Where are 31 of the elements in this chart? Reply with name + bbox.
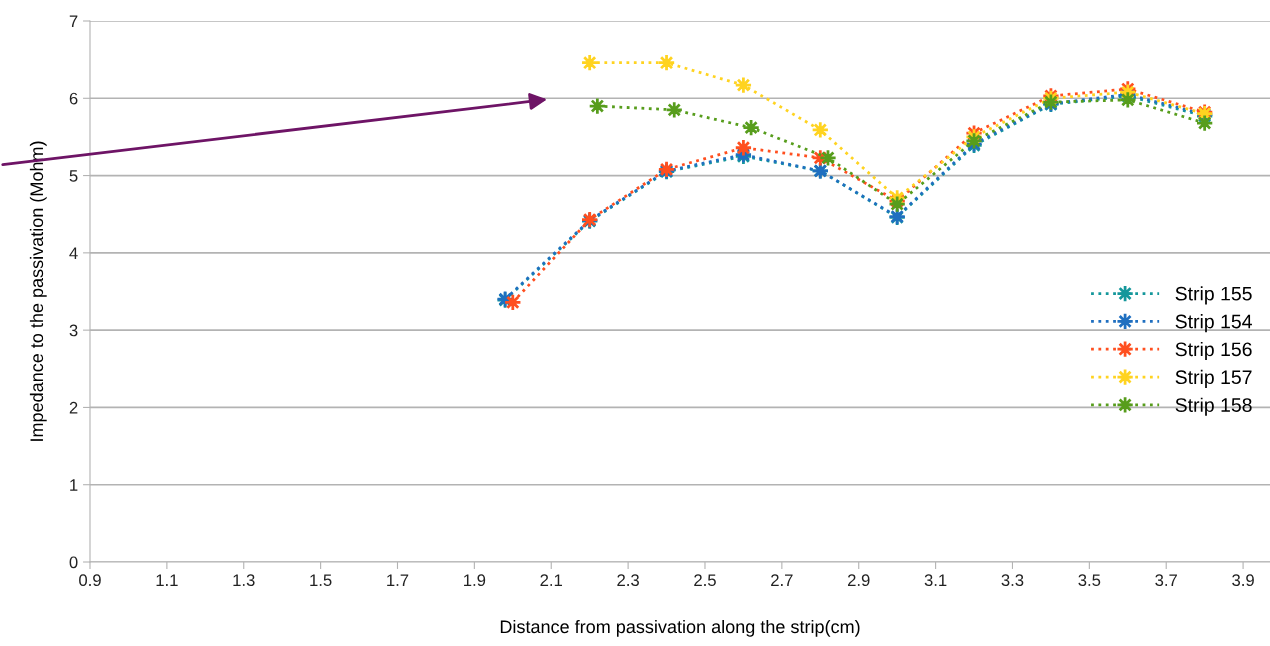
- x-tick-label: 2.3: [617, 574, 639, 587]
- y-axis-title: Impedance to the passivation (Mohm): [29, 141, 47, 441]
- legend-label: Strip 157: [1175, 369, 1252, 388]
- x-tick-label: 2.9: [847, 574, 870, 587]
- y-tick-label: 1: [70, 479, 78, 491]
- x-tick-label: 1.9: [464, 574, 486, 587]
- y-tick-label: 0: [69, 556, 78, 569]
- x-tick-label: 3.3: [1001, 574, 1024, 587]
- x-tick-label: 3.9: [1232, 574, 1254, 587]
- x-tick-label: 1.5: [310, 574, 332, 587]
- legend-label: Strip 154: [1175, 314, 1252, 333]
- legend-label: Strip 156: [1175, 341, 1252, 361]
- x-tick-label: 1.1: [156, 574, 178, 586]
- x-axis-title: Distance from passivation along the strip(cm): [500, 619, 860, 637]
- x-tick-label: 1.3: [233, 574, 255, 587]
- legend-label: Strip 158: [1175, 397, 1252, 416]
- y-tick-label: 3: [69, 324, 78, 337]
- x-tick-label: 0.9: [79, 574, 101, 587]
- x-tick-label: 3.5: [1078, 574, 1101, 587]
- y-tick-label: 7: [69, 15, 78, 28]
- x-tick-label: 2.7: [771, 574, 793, 586]
- x-tick-label: 2.5: [694, 574, 716, 587]
- x-tick-label: 3.1: [924, 574, 947, 587]
- legend-label: Strip 155: [1175, 286, 1252, 305]
- y-tick-label: 6: [69, 92, 78, 105]
- x-tick-label: 1.7: [387, 574, 409, 586]
- y-tick-label: 2: [69, 401, 78, 414]
- x-tick-label: 3.7: [1155, 574, 1177, 587]
- x-tick-label: 2.1: [540, 574, 563, 586]
- y-tick-label: 4: [69, 247, 78, 259]
- y-tick-label: 5: [69, 170, 78, 182]
